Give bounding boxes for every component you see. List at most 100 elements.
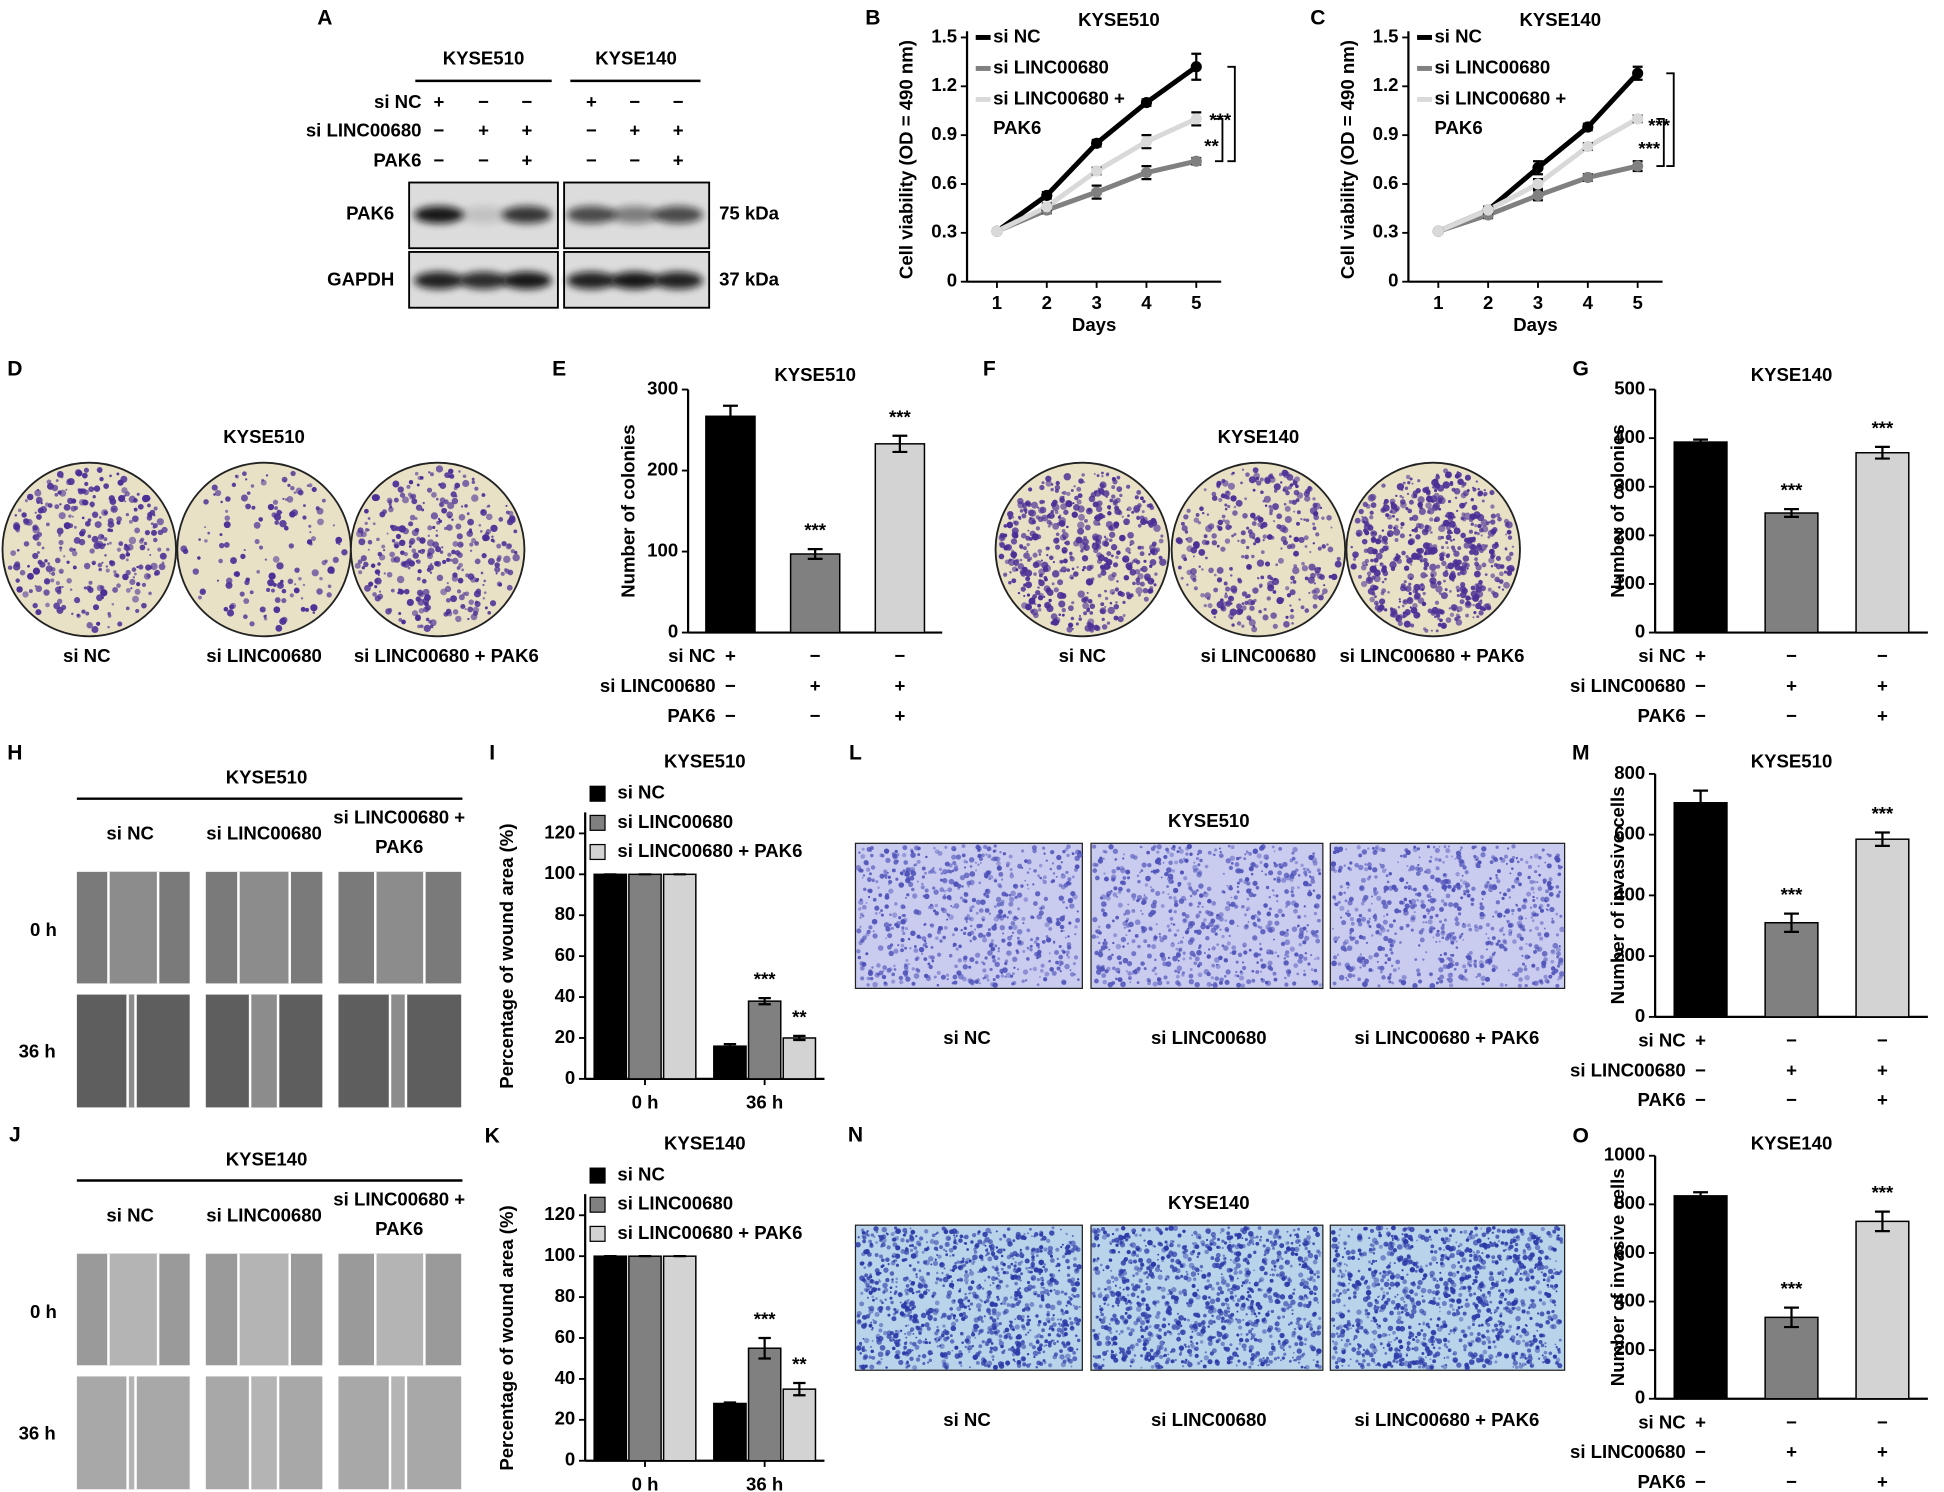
cell-dot [1476,858,1478,860]
colony-dot [1253,517,1257,521]
cell-dot [1176,929,1179,932]
cell-dot [1137,945,1140,948]
cell-dot [987,854,991,858]
cell-dot [879,853,883,857]
colony-dot [1212,540,1217,545]
cell-dot [1033,901,1038,906]
colony-dot [1045,476,1051,482]
cell-dot [1293,963,1298,968]
colony-dot [1337,557,1341,561]
colony-dot [1102,618,1105,621]
cell-dot [1274,850,1276,852]
colony-dot [1088,599,1093,604]
cell-dot [925,856,927,858]
cell-dot [1027,1281,1030,1284]
cell-dot [1350,937,1354,941]
cell-dot [1492,916,1494,918]
cell-dot [1053,942,1055,944]
cell-dot [1040,877,1042,879]
cell-dot [1547,881,1552,886]
colony-dot [1082,555,1088,561]
cell-dot [1095,876,1100,881]
cell-dot [917,881,919,883]
colony-dot [1362,539,1368,545]
colony-dot [1151,580,1154,583]
cell-dot [1067,877,1071,881]
cell-dot [1530,916,1533,919]
panel-letter: F [983,357,996,380]
cell-dot [887,1314,890,1317]
colony-dot [153,538,157,542]
cell-dot [861,1228,864,1231]
cell-dot [1464,969,1467,972]
colony-dot [1381,538,1387,544]
colony-dot [1404,580,1407,583]
cell-dot [1168,928,1172,932]
colony-dot [93,495,96,498]
colony-dot [1425,574,1428,577]
cell-dot [1211,928,1217,934]
cell-dot [946,869,950,873]
cell-dot [1481,846,1486,851]
cell-dot [1355,908,1359,912]
cell-dot [1272,845,1275,848]
cell-dot [1337,954,1339,956]
cell-dot [970,865,973,868]
colony-dot [1116,486,1122,492]
cell-dot [1332,928,1334,930]
colony-dot [1009,571,1011,573]
cell-dot [1432,889,1434,891]
cell-dot [1504,947,1508,951]
colony-dot [1207,597,1211,601]
cell-dot [1022,917,1026,921]
colony-dot [1401,551,1406,556]
cell-dot [1012,932,1014,934]
colony-dot [1403,612,1406,615]
image-title: KYSE510 [226,767,308,788]
colony-dot [126,588,131,593]
colony-dot [1438,508,1441,511]
cell-dot [1052,1226,1055,1229]
colony-dot [1051,613,1058,620]
colony-dot [1290,543,1296,549]
colony-dot [157,518,164,525]
cell-dot [1062,1333,1066,1337]
cell-dot [1211,901,1216,906]
colony-dot [106,568,110,572]
cell-dot [937,984,940,987]
colony-dot [1229,567,1233,571]
colony-dot [1242,602,1245,605]
cell-dot [949,1307,953,1311]
cell-dot [1338,901,1341,904]
colony-dot [1274,483,1281,490]
colony-dot [1353,558,1356,561]
cell-dot [968,966,971,969]
colony-dot [1124,575,1130,581]
colony-dot [1293,511,1295,513]
row-label: GAPDH [327,268,394,289]
cell-dot [1154,967,1157,970]
colony-dot [1027,530,1029,532]
cell-dot [888,967,892,971]
colony-dot [435,561,441,567]
colony-dot [1098,594,1102,598]
cell-dot [952,933,955,936]
cell-dot [937,971,941,975]
cell-dot [1420,938,1425,943]
colony-dot [1055,485,1060,490]
cell-dot [1458,974,1464,980]
cell-dot [1245,924,1249,928]
colony-dot [74,506,78,510]
cell-dot [1404,898,1408,902]
cell-dot [914,973,920,979]
cell-dot [1545,897,1547,899]
cell-dot [1534,854,1539,859]
colony-dot [1302,565,1308,571]
cell-dot [1368,955,1373,960]
colony-dot [1204,488,1207,491]
colony-dot [1253,467,1259,473]
cell-dot [1435,941,1437,943]
cell-dot [1259,948,1262,951]
colony-dot [1101,570,1107,576]
colony-dot [479,524,482,527]
